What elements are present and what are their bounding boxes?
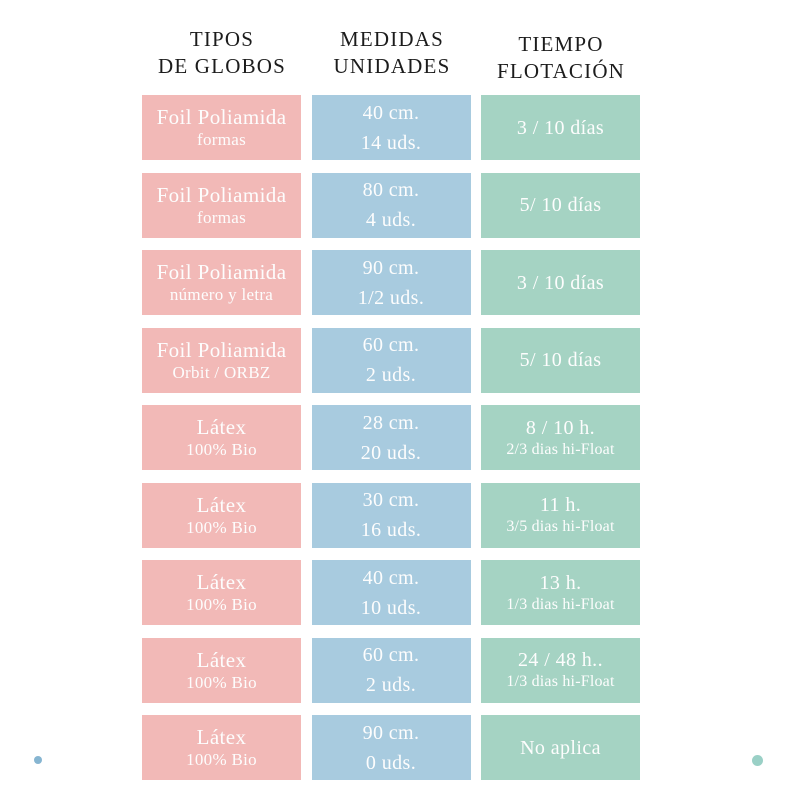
cell-medida-row1: 40 cm. 14 uds. [311,95,471,160]
cell-tiempo-row5: 8 / 10 h. 2/3 dias hi-Float [481,405,640,470]
cell-tiempo-row3: 3 / 10 días [481,250,640,315]
column-header-tipos-line1: TIPOS [189,27,255,51]
cell-medida-row2: 80 cm. 4 uds. [311,172,471,238]
cell-tiempo-row7: 13 h. 1/3 dias hi-Float [481,560,640,625]
medida-units: 2 uds. [365,674,417,696]
medida-units: 10 uds. [360,596,422,619]
cell-tiempo-row9: No aplica [481,715,640,780]
tipo-sub: 100% Bio [186,517,257,537]
tiempo-sub: 1/3 dias hi-Float [506,595,615,613]
medida-size: 90 cm. [362,256,420,279]
tiempo-main: 24 / 48 h.. [518,649,603,671]
tipo-sub: número y letra [169,285,274,304]
decor-dot-blue [34,756,42,764]
tiempo-main: 8 / 10 h. [525,416,596,439]
tipo-main: Látex [196,647,247,672]
tipo-sub: 100% Bio [186,595,257,614]
tiempo-main: 11 h. [539,494,582,516]
cell-medida-row4: 60 cm. 2 uds. [311,327,471,393]
medida-units: 2 uds. [365,364,417,386]
cell-tipo-row9: Látex 100% Bio [142,715,301,780]
cell-medida-row9: 90 cm. 0 uds. [311,715,471,780]
cell-medida-row5: 28 cm. 20 uds. [311,405,471,470]
medida-size: 90 cm. [362,721,420,744]
cell-tiempo-row8: 24 / 48 h.. 1/3 dias hi-Float [481,637,640,703]
tipo-sub: 100% Bio [186,440,257,459]
column-header-medidas-line1: MEDIDAS [339,27,445,51]
cell-tipo-row2: Foil Poliamida formas [142,172,301,238]
column-header-medidas: MEDIDAS UNIDADES [282,26,502,80]
medida-units: 16 uds. [360,519,422,541]
medida-size: 40 cm. [362,566,420,589]
cell-tipo-row4: Foil Poliamida Orbit / ORBZ [142,327,301,393]
cell-tiempo-row4: 5/ 10 días [481,327,640,393]
tipo-sub: 100% Bio [186,672,257,692]
cell-tipo-row1: Foil Poliamida formas [142,95,301,160]
tipo-main: Látex [196,570,247,594]
cell-medida-row8: 60 cm. 2 uds. [311,637,471,703]
tipo-sub: formas [196,207,246,227]
column-header-medidas-line2: UNIDADES [333,54,451,78]
tipo-main: Foil Poliamida [156,182,287,207]
cell-tipo-row6: Látex 100% Bio [142,482,301,548]
tipo-main: Látex [196,725,247,749]
table-grid: Foil Poliamida formas 40 cm. 14 uds. 3 /… [142,95,640,780]
medida-size: 28 cm. [362,411,420,434]
cell-medida-row3: 90 cm. 1/2 uds. [311,250,471,315]
medida-size: 60 cm. [362,644,420,666]
tiempo-main: 5/ 10 días [519,349,602,371]
cell-tiempo-row6: 11 h. 3/5 dias hi-Float [481,482,640,548]
tiempo-main: 13 h. [539,571,582,594]
tipo-sub: formas [196,130,246,149]
column-header-tiempo: TIEMPO FLOTACIÓN [451,31,671,85]
medida-units: 1/2 uds. [357,286,425,309]
cell-medida-row6: 30 cm. 16 uds. [311,482,471,548]
medida-units: 14 uds. [360,131,422,154]
cell-medida-row7: 40 cm. 10 uds. [311,560,471,625]
tipo-sub: Orbit / ORBZ [172,362,271,382]
column-header-tipos-line2: DE GLOBOS [157,54,287,78]
tiempo-main: 3 / 10 días [516,116,605,139]
tiempo-main: No aplica [520,736,601,759]
medida-size: 60 cm. [362,334,420,356]
column-header-tiempo-line1: TIEMPO [518,32,604,56]
cell-tipo-row5: Látex 100% Bio [142,405,301,470]
column-header-tipos: TIPOS DE GLOBOS [112,26,332,80]
tipo-main: Foil Poliamida [156,105,287,129]
tipo-main: Látex [196,492,247,517]
decor-dot-teal [752,755,763,766]
cell-tiempo-row2: 5/ 10 días [481,172,640,238]
tipo-sub: 100% Bio [186,750,257,769]
tipo-main: Foil Poliamida [156,260,287,284]
medida-units: 4 uds. [365,209,417,231]
medida-size: 30 cm. [362,489,420,511]
medida-size: 40 cm. [362,101,420,124]
tiempo-main: 5/ 10 días [519,194,602,216]
medida-units: 0 uds. [365,751,417,774]
tiempo-sub: 2/3 dias hi-Float [506,440,615,458]
cell-tipo-row3: Foil Poliamida número y letra [142,250,301,315]
tiempo-main: 3 / 10 días [516,271,605,294]
tiempo-sub: 1/3 dias hi-Float [506,673,615,690]
medida-units: 20 uds. [360,441,422,464]
cell-tipo-row7: Látex 100% Bio [142,560,301,625]
tiempo-sub: 3/5 dias hi-Float [506,518,615,535]
tipo-main: Látex [196,415,247,439]
tipo-main: Foil Poliamida [156,337,287,362]
column-header-tiempo-line2: FLOTACIÓN [496,59,626,83]
cell-tipo-row8: Látex 100% Bio [142,637,301,703]
medida-size: 80 cm. [362,179,420,201]
cell-tiempo-row1: 3 / 10 días [481,95,640,160]
